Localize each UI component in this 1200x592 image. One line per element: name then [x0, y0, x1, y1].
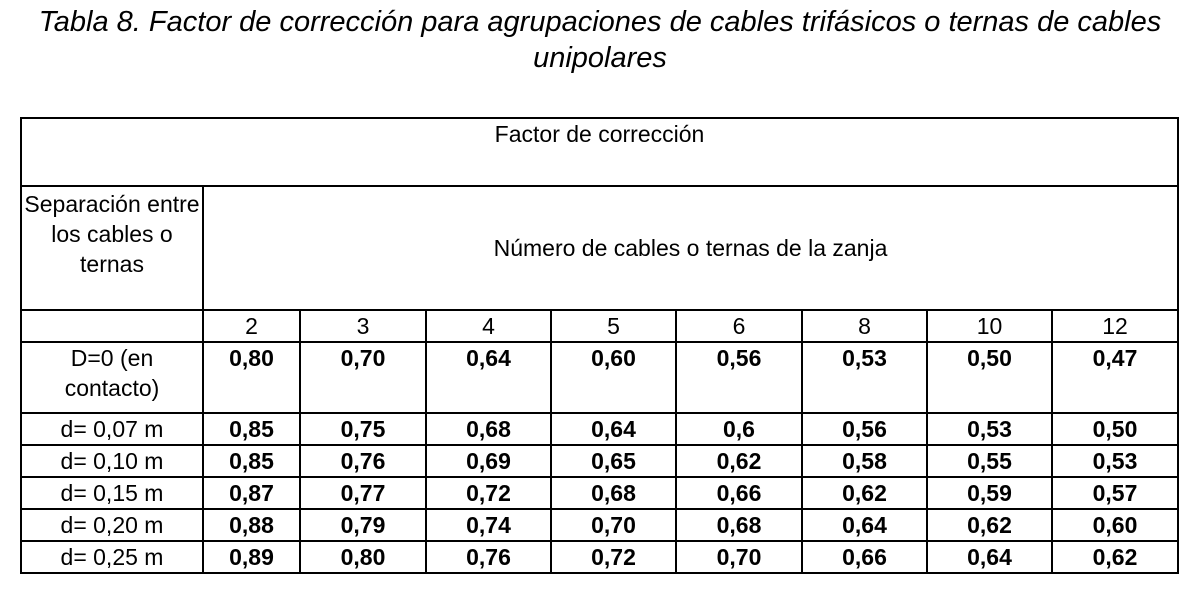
factor-cell: 0,89	[202, 540, 301, 574]
factor-cell: 0,64	[926, 540, 1053, 574]
table-subheader-row: Separación entre los cables o ternas Núm…	[20, 185, 1179, 311]
factor-cell: 0,64	[550, 412, 677, 446]
factor-cell: 0,76	[299, 444, 427, 478]
column-number: 5	[550, 309, 677, 343]
empty-corner-cell	[20, 309, 204, 343]
table-row: d= 0,07 m 0,85 0,75 0,68 0,64 0,6 0,56 0…	[20, 412, 1179, 446]
table-row: d= 0,10 m 0,85 0,76 0,69 0,65 0,62 0,58 …	[20, 444, 1179, 478]
column-number: 6	[675, 309, 803, 343]
row-label-header: Separación entre los cables o ternas	[20, 185, 204, 311]
factor-cell: 0,47	[1051, 341, 1179, 414]
columns-header: Número de cables o ternas de la zanja	[202, 185, 1179, 311]
factor-cell: 0,80	[299, 540, 427, 574]
factor-cell: 0,55	[926, 444, 1053, 478]
factor-cell: 0,64	[801, 508, 928, 542]
factor-cell: 0,62	[1051, 540, 1179, 574]
factor-cell: 0,57	[1051, 476, 1179, 510]
column-number: 3	[299, 309, 427, 343]
factor-cell: 0,62	[926, 508, 1053, 542]
row-label: d= 0,07 m	[20, 412, 204, 446]
factor-cell: 0,65	[550, 444, 677, 478]
table-header: Factor de corrección	[20, 117, 1179, 187]
column-number: 10	[926, 309, 1053, 343]
column-number: 8	[801, 309, 928, 343]
factor-cell: 0,53	[1051, 444, 1179, 478]
table-row: d= 0,15 m 0,87 0,77 0,72 0,68 0,66 0,62 …	[20, 476, 1179, 510]
factor-cell: 0,6	[675, 412, 803, 446]
factor-cell: 0,72	[425, 476, 552, 510]
factor-cell: 0,62	[675, 444, 803, 478]
row-label: d= 0,15 m	[20, 476, 204, 510]
table-row: d= 0,20 m 0,88 0,79 0,74 0,70 0,68 0,64 …	[20, 508, 1179, 542]
factor-cell: 0,68	[425, 412, 552, 446]
factor-cell: 0,68	[550, 476, 677, 510]
row-label: d= 0,20 m	[20, 508, 204, 542]
factor-cell: 0,58	[801, 444, 928, 478]
factor-cell: 0,50	[1051, 412, 1179, 446]
factor-cell: 0,66	[801, 540, 928, 574]
factor-cell: 0,53	[926, 412, 1053, 446]
factor-cell: 0,59	[926, 476, 1053, 510]
factor-cell: 0,85	[202, 444, 301, 478]
factor-cell: 0,69	[425, 444, 552, 478]
factor-cell: 0,66	[675, 476, 803, 510]
factor-cell: 0,74	[425, 508, 552, 542]
factor-cell: 0,87	[202, 476, 301, 510]
factor-cell: 0,56	[675, 341, 803, 414]
table-title: Tabla 8. Factor de corrección para agrup…	[38, 6, 1162, 74]
factor-cell: 0,70	[675, 540, 803, 574]
column-numbers-row: 2 3 4 5 6 8 10 12	[20, 309, 1179, 343]
column-number: 12	[1051, 309, 1179, 343]
factor-cell: 0,72	[550, 540, 677, 574]
table-row: d= 0,25 m 0,89 0,80 0,76 0,72 0,70 0,66 …	[20, 540, 1179, 574]
factor-cell: 0,62	[801, 476, 928, 510]
row-label: D=0 (en contacto)	[20, 341, 204, 414]
factor-cell: 0,68	[675, 508, 803, 542]
factor-cell: 0,76	[425, 540, 552, 574]
factor-cell: 0,56	[801, 412, 928, 446]
table-header-row: Factor de corrección	[20, 117, 1179, 187]
factor-cell: 0,75	[299, 412, 427, 446]
factor-cell: 0,70	[299, 341, 427, 414]
row-label: d= 0,10 m	[20, 444, 204, 478]
factor-cell: 0,64	[425, 341, 552, 414]
column-number: 4	[425, 309, 552, 343]
factor-cell: 0,79	[299, 508, 427, 542]
column-number: 2	[202, 309, 301, 343]
row-label: d= 0,25 m	[20, 540, 204, 574]
factor-cell: 0,85	[202, 412, 301, 446]
factor-cell: 0,53	[801, 341, 928, 414]
factor-cell: 0,80	[202, 341, 301, 414]
factor-cell: 0,77	[299, 476, 427, 510]
factor-cell: 0,60	[1051, 508, 1179, 542]
factor-cell: 0,50	[926, 341, 1053, 414]
factor-cell: 0,70	[550, 508, 677, 542]
factor-cell: 0,88	[202, 508, 301, 542]
correction-factor-table: Factor de corrección Separación entre lo…	[20, 117, 1179, 574]
table-row: D=0 (en contacto) 0,80 0,70 0,64 0,60 0,…	[20, 341, 1179, 414]
factor-cell: 0,60	[550, 341, 677, 414]
